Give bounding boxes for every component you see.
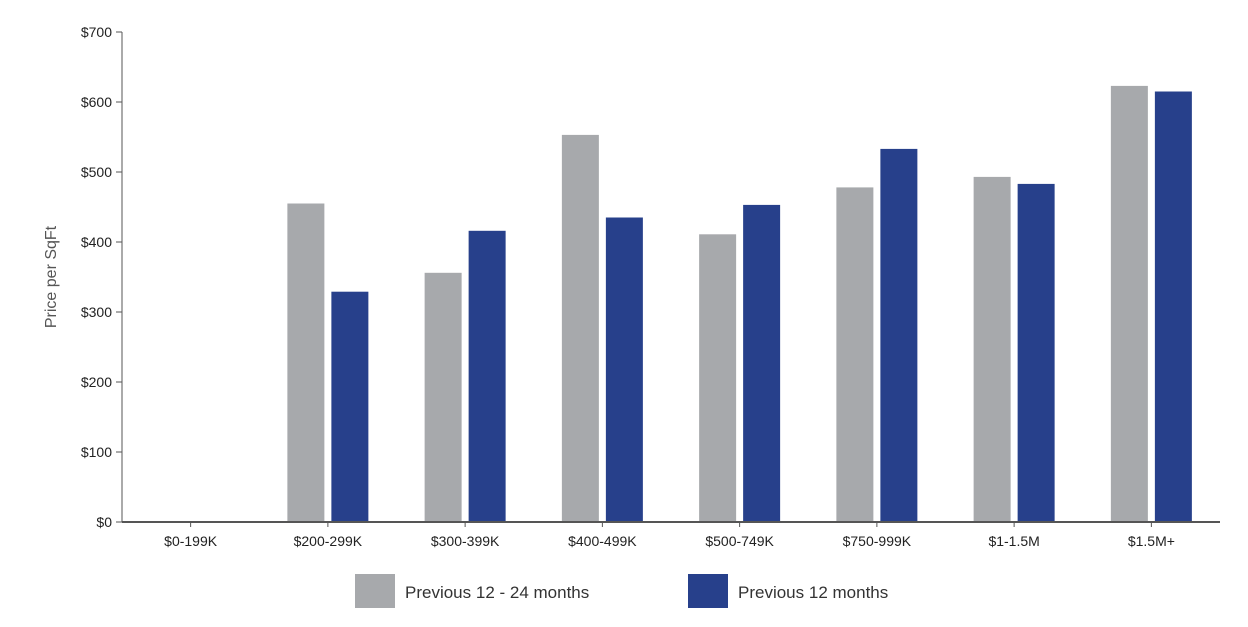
y-tick-label: $400 [81,234,112,250]
x-tick-label: $1-1.5M [988,533,1039,549]
x-tick-label: $500-749K [705,533,774,549]
y-tick-label: $300 [81,304,112,320]
bar-previous-12-months [1154,91,1192,522]
x-tick-label: $1.5M+ [1128,533,1175,549]
x-tick-label: $0-199K [164,533,218,549]
x-axis-labels: $0-199K $200-299K $300-399K $400-499K $500-7… [164,522,1175,549]
y-tick-label: $500 [81,164,112,180]
bar-previous-12-24-months [973,176,1011,522]
y-axis-title: Price per SqFt [43,225,60,328]
y-tick-label: $0 [96,514,112,530]
y-tick-label: $600 [81,94,112,110]
bar-previous-12-24-months [561,134,599,522]
bar-previous-12-months [331,291,369,522]
x-tick-label: $300-399K [431,533,500,549]
legend-label: Previous 12 months [738,583,888,602]
bar-previous-12-months [1017,183,1055,522]
legend-swatch [355,574,395,608]
bars [287,85,1192,523]
x-tick-label: $400-499K [568,533,637,549]
y-tick-label: $700 [81,24,112,40]
x-tick-label: $200-299K [294,533,363,549]
y-tick-label: $100 [81,444,112,460]
x-tick-label: $750-999K [843,533,912,549]
bar-previous-12-months [743,204,781,522]
bar-previous-12-24-months [1110,85,1148,523]
legend-swatch [688,574,728,608]
y-tick-label: $200 [81,374,112,390]
legend-label: Previous 12 - 24 months [405,583,589,602]
bar-previous-12-24-months [424,272,462,522]
bar-previous-12-months [880,148,918,522]
bar-previous-12-24-months [699,234,737,523]
bar-previous-12-months [605,217,643,522]
y-axis-ticks: $0 $100 $200 $300 $400 $500 $600 $700 [81,24,122,530]
legend: Previous 12 - 24 months Previous 12 month… [355,574,888,608]
bar-previous-12-24-months [287,203,325,522]
bar-previous-12-months [468,230,506,523]
bar-previous-12-24-months [836,187,874,522]
